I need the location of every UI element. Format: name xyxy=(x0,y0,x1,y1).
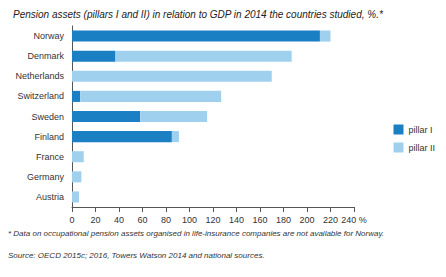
svg-text:20: 20 xyxy=(90,215,100,225)
svg-text:Germany: Germany xyxy=(27,172,65,182)
svg-text:40: 40 xyxy=(114,215,124,225)
svg-text:0: 0 xyxy=(69,215,74,225)
svg-text:pillar II: pillar II xyxy=(408,143,435,153)
svg-text:200: 200 xyxy=(299,215,314,225)
svg-text:220: 220 xyxy=(323,215,338,225)
svg-text:180: 180 xyxy=(276,215,291,225)
svg-text:Netherlands: Netherlands xyxy=(15,71,64,81)
svg-text:60: 60 xyxy=(137,215,147,225)
svg-text:Norway: Norway xyxy=(33,31,64,41)
svg-text:Pension assets (pillars I and: Pension assets (pillars I and II) in rel… xyxy=(13,9,384,20)
svg-text:240 %: 240 % xyxy=(341,215,367,225)
svg-text:140: 140 xyxy=(229,215,244,225)
svg-text:Switzerland: Switzerland xyxy=(17,91,64,101)
svg-text:Source: OECD 2015c; 2016, Towe: Source: OECD 2015c; 2016, Towers Watson … xyxy=(8,251,265,260)
svg-text:Finland: Finland xyxy=(34,132,64,142)
svg-text:* Data on occupational pension: * Data on occupational pension assets or… xyxy=(8,229,384,238)
svg-text:pillar I: pillar I xyxy=(408,125,432,135)
svg-text:Sweden: Sweden xyxy=(31,112,64,122)
svg-text:120: 120 xyxy=(205,215,220,225)
svg-text:Austria: Austria xyxy=(36,192,64,202)
svg-text:80: 80 xyxy=(161,215,171,225)
svg-text:160: 160 xyxy=(252,215,267,225)
svg-text:100: 100 xyxy=(182,215,197,225)
svg-text:France: France xyxy=(36,152,64,162)
svg-text:Denmark: Denmark xyxy=(27,51,64,61)
